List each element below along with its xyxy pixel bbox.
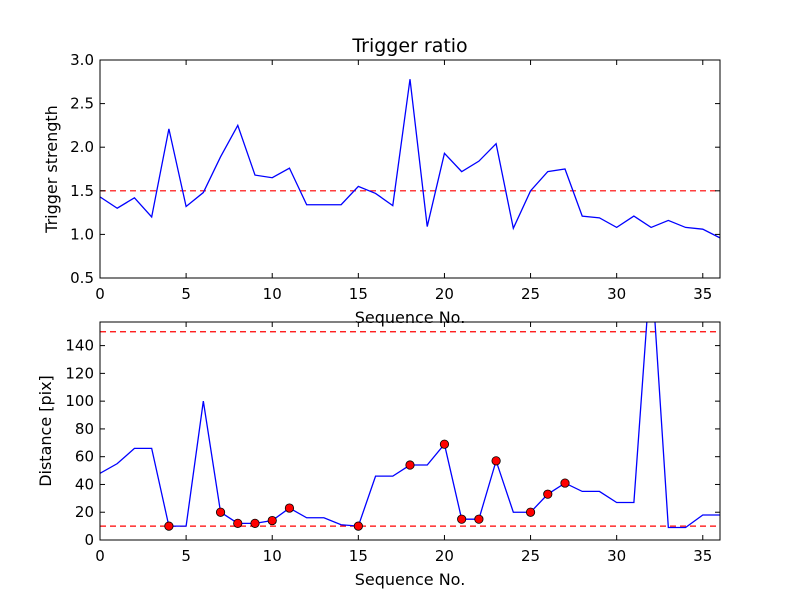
chart-title: Trigger ratio — [351, 35, 467, 57]
top-x-tick-label: 30 — [607, 285, 626, 303]
bottom-data-point — [233, 518, 243, 528]
top-plot-area — [100, 79, 720, 239]
top-series-line-0 — [100, 79, 720, 239]
bottom-data-point — [353, 521, 363, 531]
bottom-data-point — [250, 518, 260, 528]
bottom-data-point — [491, 456, 501, 466]
bottom-plot-frame — [99, 321, 721, 541]
bottom-data-point — [474, 514, 484, 524]
bottom-y-tick-label: 0 — [84, 531, 94, 549]
top-x-tick-label: 0 — [95, 285, 105, 303]
top-y-tick-label: 3.0 — [70, 51, 94, 69]
bottom-x-tick-label: 20 — [435, 547, 454, 565]
top-x-axis-label: Sequence No. — [355, 308, 466, 327]
bottom-y-tick-label: 40 — [75, 475, 94, 493]
bottom-y-tick-label: 80 — [75, 420, 94, 438]
top-x-tick-label: 20 — [435, 285, 454, 303]
top-x-tick-label: 5 — [181, 285, 191, 303]
top-y-tick-label: 1.0 — [70, 225, 94, 243]
top-x-tick-label: 25 — [521, 285, 540, 303]
bottom-data-point — [267, 515, 277, 526]
top-y-axis-label: Trigger strength — [42, 105, 61, 234]
top-y-tick-label: 2.5 — [70, 95, 94, 113]
bottom-plot-area — [100, 322, 720, 531]
bottom-y-tick-label: 100 — [65, 392, 94, 410]
bottom-x-tick-label: 30 — [607, 547, 626, 565]
bottom-data-point — [164, 521, 174, 531]
bottom-data-point — [439, 439, 450, 449]
bottom-data-point — [405, 460, 415, 470]
bottom-data-point — [284, 503, 295, 513]
bottom-x-tick-label: 5 — [181, 547, 191, 565]
bottom-data-point — [215, 507, 226, 517]
bottom-ticks: 0 5 10 15 20 25 30 35 0 20 40 60 80 100 120 140 — [65, 322, 720, 565]
bottom-x-tick-label: 10 — [263, 547, 282, 565]
bottom-data-point — [457, 514, 467, 524]
bottom-y-tick-label: 120 — [65, 364, 94, 382]
bottom-x-tick-label: 35 — [693, 547, 712, 565]
bottom-x-tick-label: 15 — [349, 547, 368, 565]
top-x-tick-label: 10 — [263, 285, 282, 303]
top-y-tick-label: 1.5 — [70, 182, 94, 200]
top-chart: 0 5 10 15 20 25 30 35 0.5 1.0 1.5 2.0 2.5 3.0 Sequenc… — [42, 51, 721, 327]
bottom-series-line-0 — [100, 322, 720, 529]
bottom-data-point — [560, 478, 570, 488]
bottom-y-axis-label: Distance [pix] — [36, 375, 55, 487]
bottom-y-tick-label: 140 — [65, 337, 94, 355]
bottom-x-tick-label: 0 — [95, 547, 105, 565]
top-x-tick-label: 35 — [693, 285, 712, 303]
top-y-tick-label: 0.5 — [70, 269, 94, 287]
top-ticks: 0 5 10 15 20 25 30 35 0.5 1.0 1.5 2.0 2.5 3.0 — [70, 51, 720, 303]
bottom-x-tick-label: 25 — [521, 547, 540, 565]
bottom-y-tick-label: 20 — [75, 503, 94, 521]
bottom-data-point — [525, 507, 536, 517]
bottom-data-point — [543, 489, 553, 499]
bottom-x-axis-label: Sequence No. — [355, 570, 466, 589]
bottom-chart: 0 5 10 15 20 25 30 35 0 20 40 60 80 100 120 140 Sequenc… — [36, 321, 721, 589]
bottom-y-tick-label: 60 — [75, 448, 94, 466]
top-plot-frame — [99, 59, 721, 279]
top-y-tick-label: 2.0 — [70, 138, 94, 156]
top-x-tick-label: 15 — [349, 285, 368, 303]
